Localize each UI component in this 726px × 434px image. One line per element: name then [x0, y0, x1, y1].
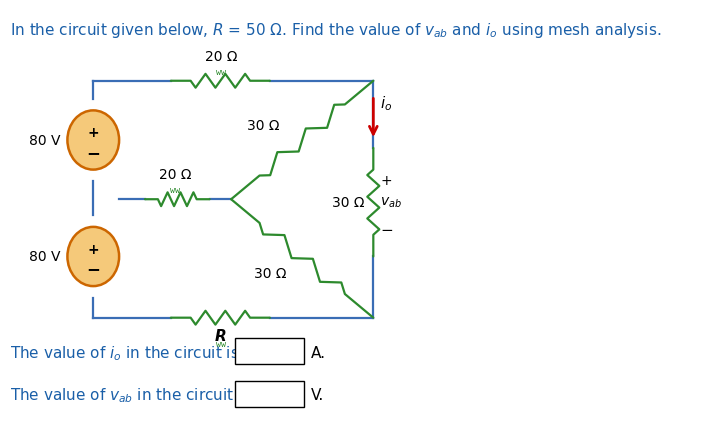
FancyBboxPatch shape	[235, 381, 304, 407]
Text: $v_{ab}$: $v_{ab}$	[380, 196, 402, 210]
Text: −: −	[86, 260, 100, 278]
Text: 20 Ω: 20 Ω	[159, 168, 192, 182]
Text: −: −	[86, 144, 100, 161]
Text: 30 Ω: 30 Ω	[247, 119, 280, 133]
Text: ww: ww	[216, 68, 226, 77]
FancyBboxPatch shape	[235, 339, 304, 364]
Text: $i_o$: $i_o$	[380, 94, 393, 112]
Text: 30 Ω: 30 Ω	[333, 196, 364, 210]
Text: +: +	[87, 126, 99, 140]
Text: A.: A.	[311, 345, 326, 360]
Text: ww: ww	[170, 186, 180, 195]
Text: The value of $i_o$ in the circuit is: The value of $i_o$ in the circuit is	[9, 343, 239, 362]
Circle shape	[68, 111, 119, 170]
Circle shape	[68, 227, 119, 286]
Text: 30 Ω: 30 Ω	[254, 267, 287, 281]
Text: −: −	[380, 223, 393, 238]
Text: In the circuit given below, $R$ = 50 $\Omega$. Find the value of $v_{ab}$ and $i: In the circuit given below, $R$ = 50 $\O…	[9, 20, 661, 39]
Text: The value of $v_{ab}$ in the circuit is: The value of $v_{ab}$ in the circuit is	[9, 385, 250, 404]
Text: +: +	[380, 174, 392, 188]
Text: R: R	[215, 328, 227, 343]
Text: 20 Ω: 20 Ω	[205, 50, 237, 64]
Text: ww: ww	[216, 340, 226, 349]
Text: 80 V: 80 V	[29, 250, 60, 264]
Text: +: +	[87, 242, 99, 256]
Text: V.: V.	[311, 387, 325, 402]
Text: 80 V: 80 V	[29, 134, 60, 148]
